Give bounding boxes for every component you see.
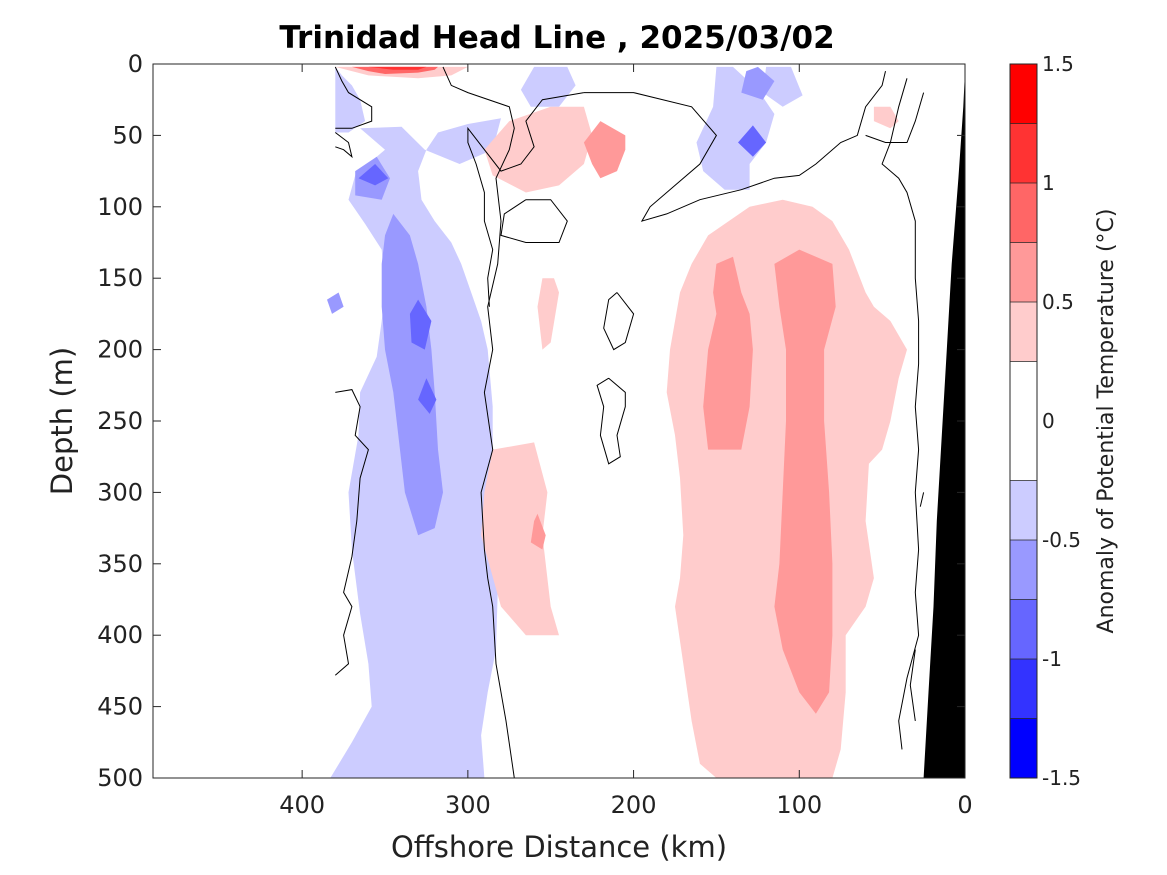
colorbar-swatches [1010,64,1037,778]
zero-contour-2 [334,66,373,129]
colorbar-tick-label: -1.5 [1042,766,1081,790]
zero-contour-6 [500,199,568,243]
anomaly-region-20 [530,513,546,550]
colorbar-label: Anomaly of Potential Temperature (°C) [1094,209,1119,634]
anomaly-region-4 [762,66,803,107]
colorbar-swatch [1010,183,1037,243]
zero-contour-12 [909,649,916,721]
y-tick-label: 250 [97,407,143,435]
colorbar-swatch [1010,361,1037,481]
y-tick-label: 200 [97,336,143,364]
anomaly-region-7 [327,292,344,314]
x-tick-label: 200 [611,791,657,819]
anomaly-region-14 [484,106,593,193]
zero-contour-10 [865,92,925,143]
y-tick-label: 400 [97,621,143,649]
colorbar-frame [1009,63,1038,779]
seafloor-bathymetry [923,71,965,779]
y-tick-label: 300 [97,478,143,506]
zero-contour-0 [442,66,515,779]
x-tick-label: 400 [279,791,325,819]
y-axis-label: Depth (m) [45,347,79,495]
anomaly-region-3 [696,66,775,190]
anomaly-region-15 [537,278,559,350]
colorbar: 1.5 1 0.5 0 -0.5 -1 -1.5 Anomaly of Potential … [1009,52,1119,790]
colorbar-ticks: 1.5 1 0.5 0 -0.5 -1 -1.5 [1042,52,1081,790]
anomaly-region-12 [738,125,767,157]
y-tick-label: 50 [112,121,143,149]
colorbar-tick-label: 0 [1042,409,1055,433]
colorbar-swatch [1010,242,1037,302]
zero-contour-5 [583,70,886,222]
y-tick-label: 0 [128,50,143,78]
plot-area: 400 300 200 100 0 0 50 100 150 200 250 300 350 400 45… [97,50,972,819]
colorbar-tick-label: 1 [1042,171,1055,195]
anomaly-region-6 [381,213,443,536]
zero-contour-1 [334,132,353,159]
colorbar-swatch [1010,123,1037,183]
colorbar-swatch [1010,718,1037,778]
x-tick-label: 100 [776,791,822,819]
colorbar-swatch [1010,64,1037,124]
y-tick-label: 350 [97,550,143,578]
anomaly-region-10 [409,299,432,350]
zero-contour-11 [919,492,925,507]
y-tick-label: 100 [97,193,143,221]
zero-contour-9 [881,78,920,750]
zero-contour-7 [603,292,635,351]
anomaly-filled-contours [327,66,907,779]
colorbar-swatch [1010,659,1037,719]
colorbar-swatch [1010,540,1037,600]
chart-title: Trinidad Head Line , 2025/03/02 [279,20,834,56]
y-tick-label: 150 [97,264,143,292]
anomaly-region-21 [703,256,753,450]
anomaly-region-18 [873,106,899,129]
x-axis-ticks: 400 300 200 100 0 [279,64,973,819]
colorbar-tick-label: -1 [1042,647,1062,671]
y-tick-label: 450 [97,693,143,721]
colorbar-swatch [1010,302,1037,362]
colorbar-tick-label: 1.5 [1042,52,1074,76]
colorbar-tick-label: -0.5 [1042,528,1081,552]
anomaly-region-19 [583,121,626,179]
x-axis-label: Offshore Distance (km) [391,830,727,864]
x-tick-label: 300 [445,791,491,819]
x-tick-label: 0 [957,791,972,819]
zero-contour-3 [334,389,369,676]
y-tick-label: 500 [97,764,143,792]
anomaly-region-9 [358,164,389,186]
anomaly-region-22 [774,249,836,714]
colorbar-swatch [1010,599,1037,659]
colorbar-swatch [1010,480,1037,540]
colorbar-tick-label: 0.5 [1042,290,1074,314]
zero-contour-4 [467,92,584,307]
y-axis-ticks: 0 50 100 150 200 250 300 350 400 450 500 [97,50,965,792]
zero-contour-lines [334,66,925,779]
anomaly-region-24 [368,66,427,70]
anomaly-region-16 [481,442,559,636]
zero-contour-8 [596,377,626,465]
anomaly-region-8 [741,66,775,100]
anomaly-region-11 [418,378,437,414]
